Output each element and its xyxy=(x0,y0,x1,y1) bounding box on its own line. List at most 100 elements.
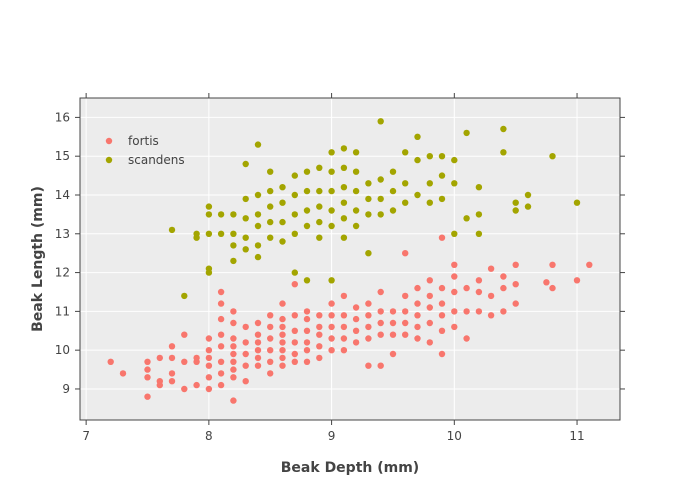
point-fortis xyxy=(402,319,409,327)
point-scandens xyxy=(328,222,335,230)
y-tick-label: 14 xyxy=(55,188,70,202)
point-fortis xyxy=(279,331,286,338)
point-fortis xyxy=(389,350,397,358)
point-fortis xyxy=(107,358,114,365)
point-scandens xyxy=(365,195,372,203)
x-axis-title: Beak Depth (mm) xyxy=(281,460,419,476)
point-fortis xyxy=(549,284,556,292)
point-fortis xyxy=(352,339,360,346)
point-fortis xyxy=(500,284,507,292)
point-fortis xyxy=(303,347,311,354)
point-scandens xyxy=(267,218,274,226)
point-scandens xyxy=(254,141,262,148)
point-fortis xyxy=(217,381,225,389)
point-scandens xyxy=(402,180,409,187)
legend-item-scandens[interactable]: scandens xyxy=(105,153,185,167)
point-scandens xyxy=(291,172,298,179)
point-fortis xyxy=(156,381,163,389)
point-scandens xyxy=(267,168,274,175)
point-scandens xyxy=(242,215,249,222)
y-tick-label: 9 xyxy=(62,382,70,396)
legend-item-fortis[interactable]: fortis xyxy=(105,134,159,148)
point-scandens xyxy=(193,234,200,241)
point-scandens xyxy=(230,211,237,218)
point-scandens xyxy=(524,191,532,199)
point-fortis xyxy=(254,347,262,354)
point-scandens xyxy=(340,145,348,152)
point-fortis xyxy=(254,362,262,369)
point-scandens xyxy=(217,230,225,237)
point-scandens xyxy=(389,168,397,175)
point-fortis xyxy=(168,370,176,377)
point-fortis xyxy=(475,277,483,284)
point-fortis xyxy=(389,331,397,338)
point-fortis xyxy=(414,284,421,292)
point-scandens xyxy=(328,277,335,284)
point-fortis xyxy=(242,362,249,369)
point-fortis xyxy=(340,335,348,342)
point-fortis xyxy=(426,304,433,311)
point-fortis xyxy=(402,331,409,338)
point-fortis xyxy=(463,284,470,292)
point-scandens xyxy=(512,207,519,214)
legend-label: fortis xyxy=(128,134,159,148)
point-fortis xyxy=(217,370,225,377)
point-fortis xyxy=(377,319,384,327)
y-tick-label: 15 xyxy=(55,149,70,163)
point-scandens xyxy=(254,242,262,249)
point-fortis xyxy=(279,323,286,331)
point-scandens xyxy=(328,149,335,156)
point-scandens xyxy=(316,203,323,210)
point-fortis xyxy=(451,261,458,268)
y-tick-label: 11 xyxy=(55,304,70,318)
point-scandens xyxy=(205,230,213,237)
point-fortis xyxy=(144,358,151,365)
point-fortis xyxy=(242,323,249,331)
legend[interactable]: fortis scandens xyxy=(105,134,185,167)
point-fortis xyxy=(500,273,507,280)
point-fortis xyxy=(365,362,372,369)
point-scandens xyxy=(316,164,323,171)
point-scandens xyxy=(463,129,470,137)
point-fortis xyxy=(438,327,446,334)
point-fortis xyxy=(365,323,372,331)
point-fortis xyxy=(340,292,348,300)
point-fortis xyxy=(242,378,249,385)
point-fortis xyxy=(144,393,151,400)
point-scandens xyxy=(340,184,348,191)
point-fortis xyxy=(193,358,200,365)
point-fortis xyxy=(328,312,335,319)
plot-border xyxy=(79,97,621,421)
point-fortis xyxy=(487,312,495,319)
point-scandens xyxy=(389,207,397,214)
point-fortis xyxy=(279,354,286,362)
point-fortis xyxy=(303,315,311,323)
point-scandens xyxy=(414,133,421,140)
point-fortis xyxy=(352,315,360,323)
point-fortis xyxy=(438,234,446,241)
point-scandens xyxy=(352,222,360,230)
point-scandens xyxy=(475,230,483,237)
point-scandens xyxy=(230,257,237,265)
legend-label: scandens xyxy=(128,153,185,167)
point-fortis xyxy=(230,397,237,404)
point-fortis xyxy=(279,315,286,323)
point-fortis xyxy=(500,308,507,315)
point-fortis xyxy=(475,308,483,315)
point-fortis xyxy=(267,358,274,365)
point-scandens xyxy=(168,226,176,234)
point-fortis xyxy=(426,277,433,284)
point-scandens xyxy=(438,153,446,160)
point-fortis xyxy=(279,347,286,354)
point-scandens xyxy=(279,218,286,226)
point-scandens xyxy=(500,125,507,133)
x-tick-label: 7 xyxy=(82,429,90,443)
axes: 7 8 9 10 11 9 10 11 12 13 14 15 16 xyxy=(55,93,625,443)
point-fortis xyxy=(230,374,237,381)
point-fortis xyxy=(573,277,581,284)
point-scandens xyxy=(328,187,335,195)
point-fortis xyxy=(426,292,433,300)
x-tick-label: 8 xyxy=(205,429,213,443)
point-fortis xyxy=(463,308,470,315)
point-fortis xyxy=(512,300,519,307)
